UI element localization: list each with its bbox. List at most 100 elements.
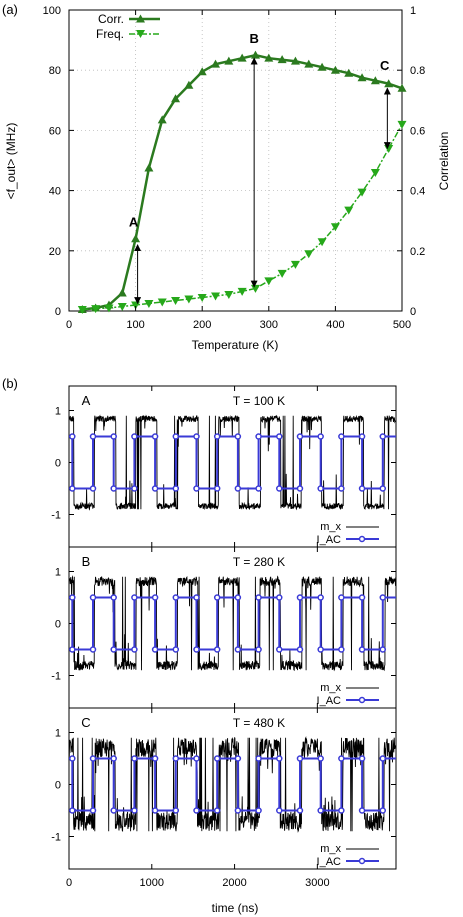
data-point bbox=[317, 62, 327, 71]
data-point bbox=[144, 163, 154, 172]
iac-marker bbox=[213, 594, 221, 601]
legend-marker-corr bbox=[136, 14, 145, 23]
data-point bbox=[357, 73, 367, 82]
x-tick-label: 100 bbox=[126, 319, 144, 331]
iac-marker bbox=[234, 755, 242, 762]
trace-legend: m_xI_AC bbox=[317, 521, 379, 546]
data-point bbox=[370, 169, 380, 178]
y-tick-label: 40 bbox=[49, 186, 61, 198]
data-point bbox=[197, 67, 207, 76]
iac-marker bbox=[234, 807, 242, 814]
iac-marker bbox=[110, 646, 117, 653]
data-point bbox=[264, 277, 274, 286]
iac-marker bbox=[317, 485, 324, 492]
iac-marker bbox=[296, 755, 304, 762]
annotation-labels: A B C bbox=[129, 31, 390, 230]
y2-tick-label: 0 bbox=[410, 306, 416, 318]
iac-marker bbox=[317, 594, 324, 601]
iac-marker bbox=[317, 646, 324, 653]
iac-marker bbox=[358, 594, 366, 601]
mx-trace bbox=[68, 736, 397, 833]
data-point bbox=[211, 59, 221, 68]
data-point bbox=[237, 287, 247, 296]
data-point bbox=[290, 56, 300, 65]
iac-marker bbox=[89, 485, 97, 492]
legend-label-mx: m_x bbox=[320, 521, 341, 533]
iac-marker bbox=[338, 807, 345, 814]
iac-marker bbox=[338, 594, 345, 601]
x-tick-label: 200 bbox=[193, 319, 211, 331]
iac-marker bbox=[110, 594, 117, 601]
data-point bbox=[370, 76, 380, 85]
iac-marker bbox=[379, 807, 387, 814]
iac-marker bbox=[296, 807, 304, 814]
y-tick-label: -1 bbox=[51, 832, 61, 844]
data-point bbox=[77, 305, 87, 314]
point-label-a: A bbox=[129, 215, 139, 230]
iac-marker bbox=[276, 755, 283, 762]
legend-label-corr: Corr. bbox=[98, 12, 124, 26]
iac-marker bbox=[172, 485, 180, 492]
iac-marker bbox=[358, 755, 366, 762]
iac-marker bbox=[151, 433, 159, 440]
legend-marker-iac bbox=[358, 696, 366, 704]
panel-b-label: (b) bbox=[2, 376, 18, 391]
data-point bbox=[330, 65, 340, 74]
data-point bbox=[290, 260, 300, 269]
data-point bbox=[277, 55, 287, 64]
data-point bbox=[91, 305, 101, 314]
y-tick-label: -1 bbox=[51, 671, 61, 683]
iac-marker bbox=[379, 594, 387, 601]
annotation-arrows bbox=[134, 57, 391, 305]
trace-frame bbox=[68, 385, 397, 548]
legend-label-iac: I_AC bbox=[317, 534, 342, 546]
axis-ticks: 0 100 200 300 400 50002040608010000.20.40.60.… bbox=[43, 5, 426, 331]
iac-marker bbox=[172, 433, 180, 440]
y-tick-label: 20 bbox=[49, 246, 61, 258]
trace-letter: B bbox=[82, 554, 91, 569]
trace-legend: m_xI_AC bbox=[317, 843, 379, 868]
iac-marker bbox=[69, 755, 76, 762]
x-axis-label: Temperature (K) bbox=[192, 338, 279, 352]
y2-tick-label: 0.6 bbox=[410, 125, 425, 137]
time-tick-label: 2000 bbox=[222, 877, 246, 889]
iac-trace bbox=[69, 596, 396, 651]
iac-marker bbox=[338, 646, 345, 653]
data-point bbox=[344, 68, 354, 77]
temperature-chart: 0 100 200 300 400 50002040608010000.20.40.60.… bbox=[4, 5, 451, 352]
y-tick-label: 1 bbox=[55, 567, 61, 579]
iac-marker bbox=[276, 594, 283, 601]
iac-marker bbox=[255, 807, 262, 814]
data-point bbox=[224, 290, 234, 299]
y-tick-label: -1 bbox=[51, 510, 61, 522]
iac-marker bbox=[379, 485, 387, 492]
y-axis-label: <f_out> (MHz) bbox=[4, 123, 18, 200]
iac-marker bbox=[213, 646, 221, 653]
data-point bbox=[264, 53, 274, 62]
data-point bbox=[304, 59, 314, 68]
series-line-corr bbox=[82, 53, 403, 311]
data-point bbox=[171, 296, 181, 305]
legend-label-iac: I_AC bbox=[317, 856, 342, 868]
trace-letter: A bbox=[82, 393, 91, 408]
y2-tick-label: 0.2 bbox=[410, 246, 425, 258]
iac-marker bbox=[213, 485, 221, 492]
iac-marker bbox=[338, 485, 345, 492]
trace-letter: C bbox=[81, 715, 90, 730]
trace-panel-b: -1 0 1 B T = 280 K m_xI_AC bbox=[51, 546, 397, 709]
legend: Corr. Freq. bbox=[96, 12, 160, 41]
panel-a-label: (a) bbox=[2, 2, 18, 17]
iac-marker bbox=[131, 755, 138, 762]
y-tick-label: 1 bbox=[55, 406, 61, 418]
iac-marker bbox=[131, 594, 138, 601]
iac-marker bbox=[255, 594, 262, 601]
iac-marker bbox=[296, 646, 304, 653]
series-lines bbox=[82, 53, 403, 311]
iac-marker bbox=[110, 755, 117, 762]
data-point bbox=[224, 56, 234, 65]
mx-trace bbox=[68, 575, 397, 672]
iac-marker bbox=[234, 594, 242, 601]
iac-marker bbox=[172, 755, 180, 762]
data-point bbox=[157, 298, 167, 307]
iac-marker bbox=[172, 807, 180, 814]
